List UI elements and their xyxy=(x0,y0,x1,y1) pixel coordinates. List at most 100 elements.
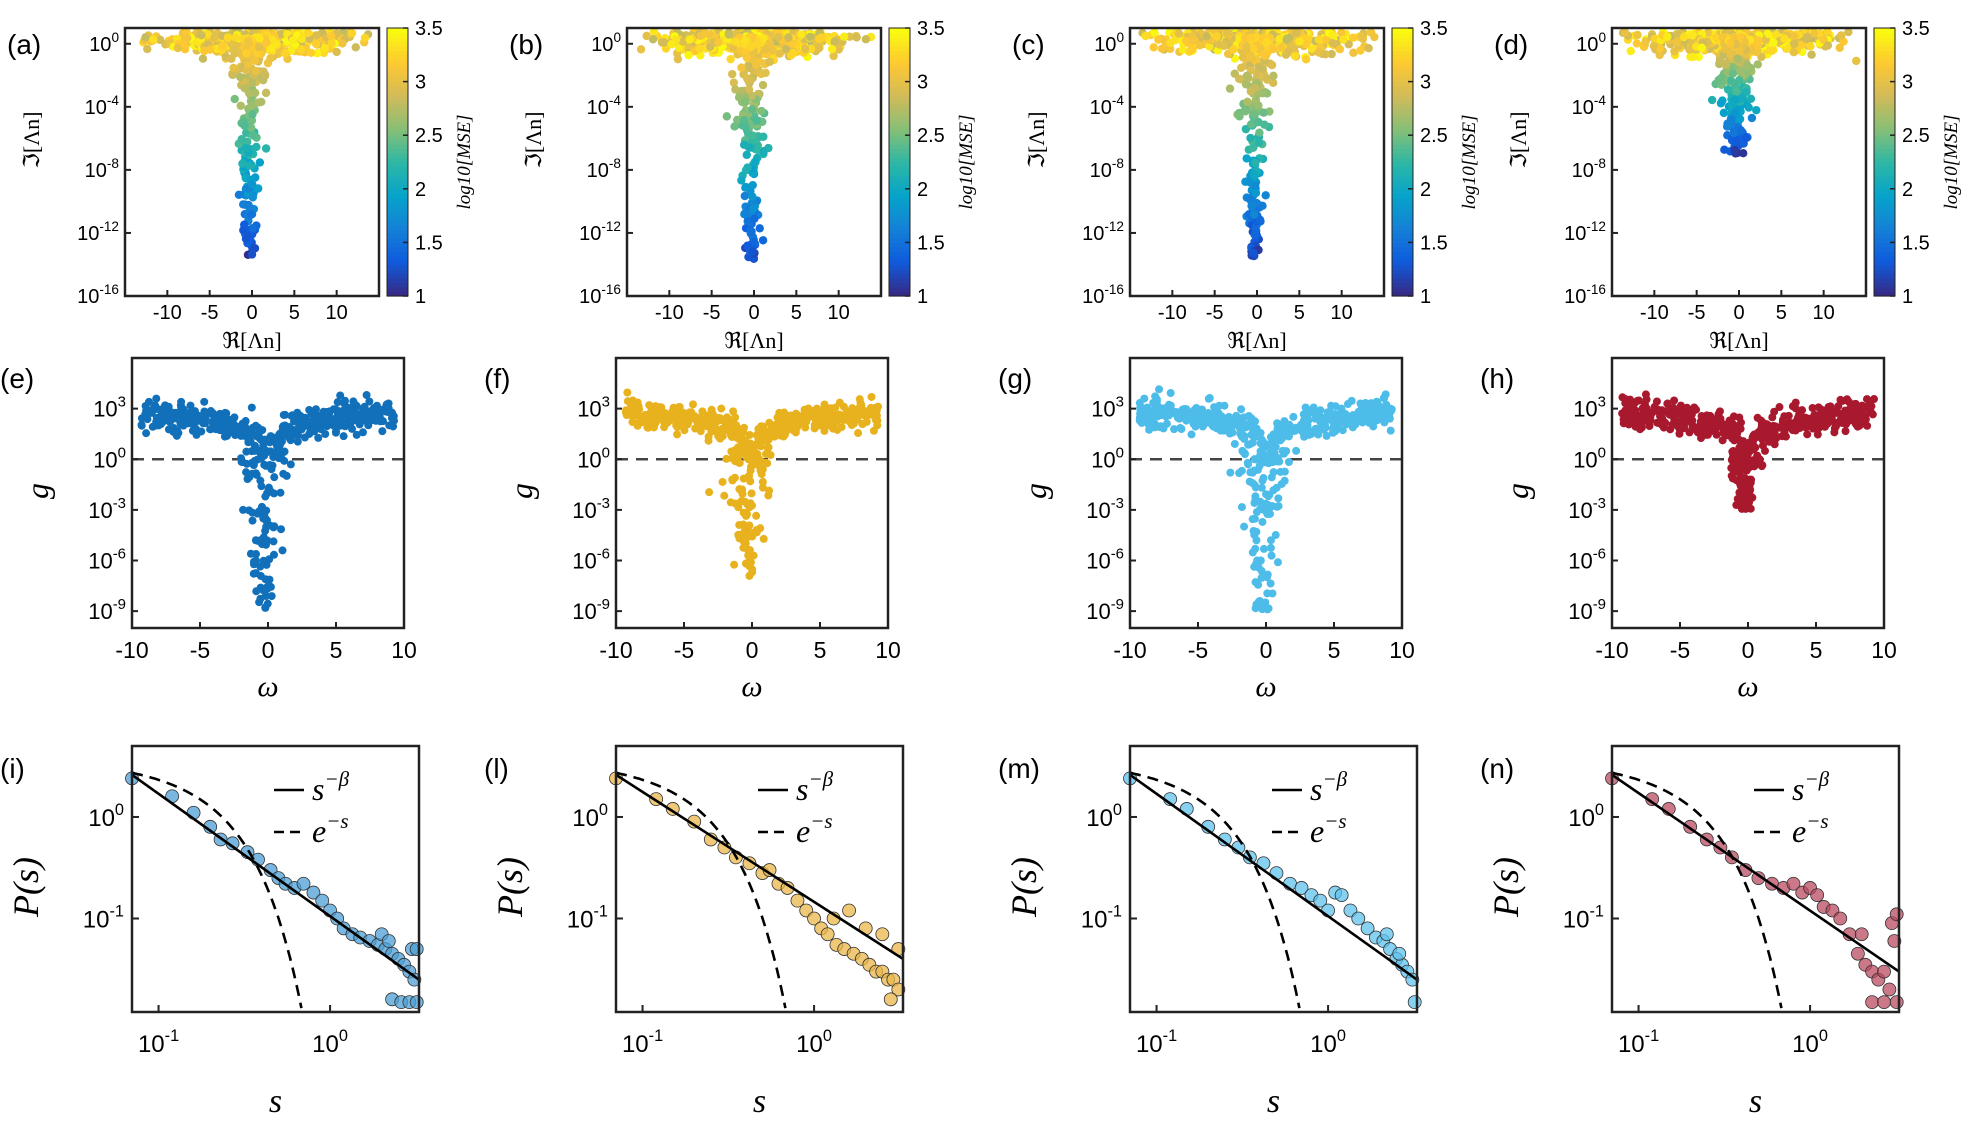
scatter-point xyxy=(1247,53,1257,63)
colorbar-segment xyxy=(1392,153,1413,159)
colorbar-segment xyxy=(1874,170,1895,176)
scatter-point xyxy=(237,135,246,144)
scatter-point xyxy=(1672,37,1682,46)
colorbar-segment xyxy=(1392,68,1413,74)
y-tick-label: 100 xyxy=(1094,30,1124,56)
x-tick-label: -5 xyxy=(1688,302,1706,324)
scatter-point xyxy=(839,32,849,41)
scatter-point xyxy=(173,43,183,53)
scatter-point xyxy=(744,76,753,85)
scatter-point xyxy=(1328,30,1337,40)
scatter-point xyxy=(177,403,186,412)
scatter-point xyxy=(648,35,658,44)
scatter-point xyxy=(1852,56,1861,66)
scatter-point xyxy=(1328,39,1338,48)
scatter-point xyxy=(673,54,683,64)
scatter-point xyxy=(1687,30,1697,40)
scatter-point xyxy=(731,85,740,94)
colorbar-segment xyxy=(889,251,910,257)
scatter-point xyxy=(1620,28,1630,37)
scatter-point xyxy=(231,33,240,42)
scatter-point xyxy=(720,491,729,500)
scatter-point xyxy=(839,416,848,425)
scatter-point xyxy=(389,411,398,420)
scatter-point xyxy=(1182,36,1191,45)
colorbar-segment xyxy=(889,166,910,172)
scatter-point xyxy=(177,415,186,424)
scatter-point xyxy=(277,450,286,459)
scatter-point xyxy=(244,39,253,48)
scatter-point xyxy=(1780,34,1789,43)
scatter-point xyxy=(765,57,774,66)
scatter-point xyxy=(755,425,764,434)
scatter-point xyxy=(1807,50,1816,59)
scatter-point xyxy=(1260,51,1270,60)
scatter-point xyxy=(768,46,777,55)
scatter-point xyxy=(827,409,836,418)
colorbar-segment xyxy=(1392,175,1413,181)
scatter-point xyxy=(1249,248,1258,258)
scatter-point xyxy=(1291,28,1301,37)
scatter-point xyxy=(1143,403,1152,412)
colorbar-segment xyxy=(1392,148,1413,154)
y-tick-label: 10-9 xyxy=(88,596,126,624)
scatter-point xyxy=(1823,41,1833,50)
scatter-point xyxy=(722,454,731,463)
colorbar-segment xyxy=(1392,121,1413,127)
scatter-point xyxy=(1299,416,1308,425)
scatter-point xyxy=(1235,469,1244,478)
colorbar-segment xyxy=(387,291,408,297)
x-tick-label: 5 xyxy=(1294,302,1305,324)
scatter-point xyxy=(1727,115,1736,124)
colorbar-segment xyxy=(1874,287,1895,293)
scatter-point xyxy=(1769,38,1778,47)
colorbar-segment xyxy=(889,90,910,96)
scatter-point xyxy=(246,549,255,558)
colorbar-frame xyxy=(386,27,409,297)
scatter-point xyxy=(1217,424,1226,433)
colorbar-segment xyxy=(1874,166,1895,172)
scatter-point xyxy=(750,214,759,223)
scatter-point xyxy=(1731,135,1741,145)
scatter-point xyxy=(741,182,751,192)
colorbar-segment xyxy=(889,81,910,87)
colorbar-segment xyxy=(1392,264,1413,270)
scatter-point xyxy=(1348,33,1358,42)
colorbar-tick-label: 2 xyxy=(917,179,928,201)
x-axis-label: ω xyxy=(741,670,762,703)
scatter-point xyxy=(248,180,257,189)
colorbar-segment xyxy=(1874,157,1895,163)
scatter-point xyxy=(1219,41,1229,50)
scatter-point xyxy=(326,31,336,41)
y-tick-label: 10-12 xyxy=(77,219,119,245)
scatter-point xyxy=(1837,31,1846,40)
x-tick-label: 0 xyxy=(1251,302,1262,324)
colorbar-segment xyxy=(1874,28,1895,34)
colorbar-segment xyxy=(1874,233,1895,239)
y-tick-label: 103 xyxy=(577,394,610,422)
scatter-points xyxy=(139,27,373,259)
scatter-point xyxy=(253,49,262,58)
colorbar-tick-label: 3.5 xyxy=(917,18,945,40)
scatter-point xyxy=(257,448,266,457)
scatter-point xyxy=(629,409,638,418)
scatter-point xyxy=(1747,113,1757,123)
scatter-point xyxy=(1270,449,1279,458)
scatter-point xyxy=(740,423,749,432)
y-tick-label: 100 xyxy=(89,30,119,56)
colorbar-segment xyxy=(1392,139,1413,145)
colorbar-segment xyxy=(889,197,910,203)
scatter-point xyxy=(253,184,263,193)
x-axis-label: ω xyxy=(257,670,278,703)
colorbar-segment xyxy=(1392,86,1413,92)
colorbar-segment xyxy=(889,170,910,176)
colorbar-segment xyxy=(1874,68,1895,74)
scatter-point xyxy=(339,406,348,415)
scatter-point xyxy=(1363,413,1372,422)
scatter-point xyxy=(733,115,742,125)
scatter-point xyxy=(827,44,837,54)
scatter-point xyxy=(871,416,880,425)
colorbar-segment xyxy=(889,77,910,83)
scatter-point xyxy=(679,37,688,46)
scatter-point xyxy=(1250,110,1259,120)
